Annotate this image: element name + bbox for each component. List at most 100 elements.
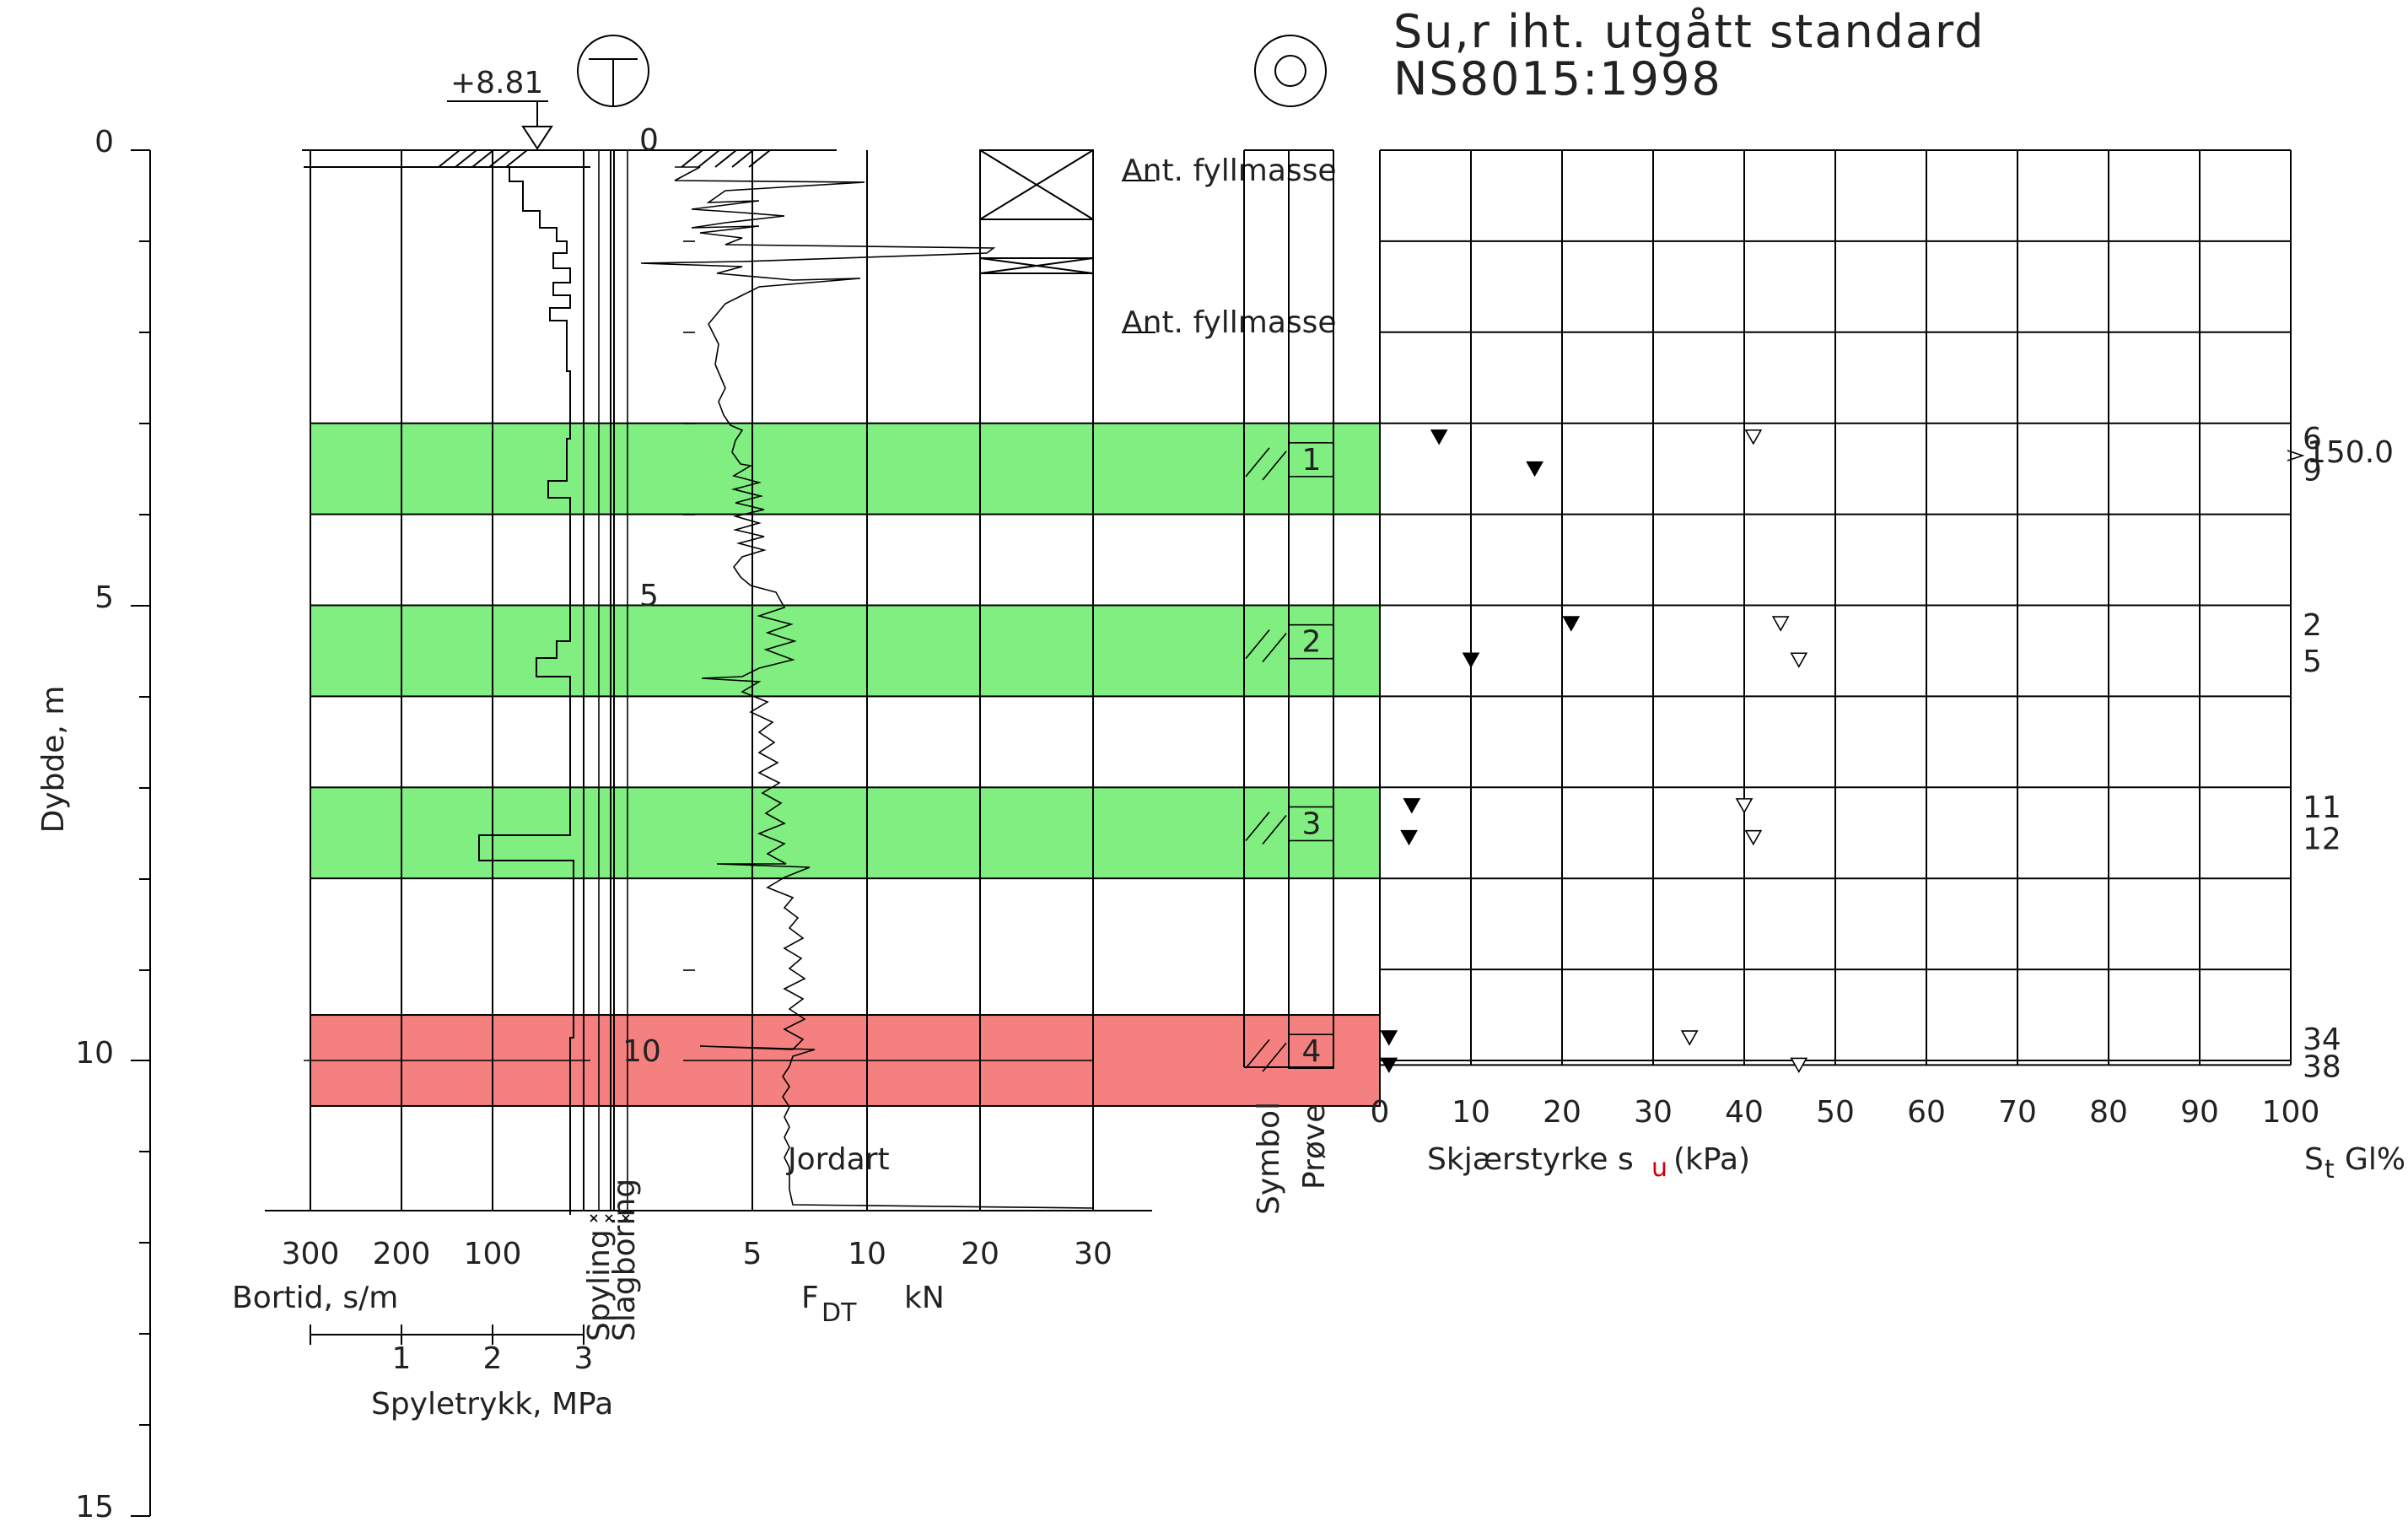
shear-axis-label: Skjærstyrke s xyxy=(1427,1142,1634,1177)
sample-band-2 xyxy=(310,604,1381,698)
fill-symbol-box xyxy=(979,149,1094,220)
bortid-axis-label: Bortid, s/m xyxy=(232,1281,398,1315)
sample-symbol-3 xyxy=(1245,811,1287,844)
title-line-1: Su,r iht. utgått standard xyxy=(1393,5,1985,58)
sensitivity-value-4: 11 xyxy=(2303,790,2341,825)
sensitivity-value-6: 34 xyxy=(2303,1022,2341,1057)
shear-tick-0: 0 xyxy=(1371,1095,1390,1130)
sample-symbol-4 xyxy=(1245,1039,1287,1072)
shear-point-su-0 xyxy=(1744,429,1763,445)
shear-point-sur-2 xyxy=(1562,616,1581,632)
sensitivity-value-7: 38 xyxy=(2303,1049,2341,1084)
sensitivity-value-2: 2 xyxy=(2303,608,2322,643)
fdt-axis-unit: kN xyxy=(904,1281,945,1315)
shear-tick-20: 20 xyxy=(1543,1095,1581,1130)
inline-depth-5: 5 xyxy=(639,579,659,613)
fdt-axis-sub: DT xyxy=(822,1298,857,1328)
sensitivity-value-5: 12 xyxy=(2303,823,2341,857)
sample-number-3: 3 xyxy=(1302,807,1322,841)
bortid-tick-200: 200 xyxy=(373,1237,431,1271)
sample-markers: 1 2 3 4 xyxy=(1245,442,1334,1072)
shear-point-su-2 xyxy=(1790,652,1808,668)
fdt-tick-5: 5 xyxy=(743,1237,762,1271)
sensitivity-value-1: 9 xyxy=(2303,454,2322,488)
elevation-label: +8.81 xyxy=(450,66,543,100)
spyletrykk-axis-label: Spyletrykk, MPa xyxy=(371,1387,613,1422)
sample-number-4: 4 xyxy=(1302,1034,1322,1069)
sample-band-3 xyxy=(310,786,1381,880)
sample-band-1 xyxy=(310,422,1381,515)
shear-point-sur-7 xyxy=(1380,1057,1398,1074)
spyling-label: Spyling xyxy=(582,1229,617,1341)
fill-label-1: Ant. fyllmasse xyxy=(1122,154,1337,188)
side-value: 150.0 xyxy=(2307,435,2394,470)
sample-bands xyxy=(310,422,1381,1107)
shear-tick-80: 80 xyxy=(2089,1095,2128,1130)
bortid-curve xyxy=(310,150,574,1215)
inline-depth-0: 0 xyxy=(639,123,659,158)
sample-box-4 xyxy=(1288,1033,1334,1070)
sensitivity-value-3: 5 xyxy=(2303,645,2322,679)
shear-point-su-1 xyxy=(1771,616,1790,632)
shear-tick-100: 100 xyxy=(2262,1095,2320,1130)
shear-point-sur-1 xyxy=(1526,461,1543,478)
depth-tick-15: 15 xyxy=(75,1490,114,1523)
sample-number-2: 2 xyxy=(1302,625,1322,660)
shear-tick-90: 90 xyxy=(2180,1095,2219,1130)
jordart-column: Ant. fyllmasse Ant. fyllmasse Jordart xyxy=(786,149,1337,1177)
shear-tick-50: 50 xyxy=(1816,1095,1855,1130)
fdt-tick-10: 10 xyxy=(848,1237,886,1271)
shear-point-su-6 xyxy=(1790,1057,1808,1074)
depth-axis-label: Dybde, m xyxy=(36,686,71,834)
shear-point-su-5 xyxy=(1680,1030,1699,1046)
shear-tick-70: 70 xyxy=(1998,1095,2037,1130)
slagboring-label: Slagboring xyxy=(607,1179,642,1341)
fdt-curve xyxy=(640,166,1094,1209)
prove-column-label: Prøve xyxy=(1297,1104,1332,1190)
shear-point-sur-0 xyxy=(1430,429,1448,445)
depth-tick-0: 0 xyxy=(94,125,114,159)
vane-test-symbol xyxy=(1254,35,1327,107)
shear-strength-points xyxy=(1380,429,1808,1074)
sample-box-3 xyxy=(1288,806,1334,842)
shear-tick-60: 60 xyxy=(1907,1095,1946,1130)
shear-strength-grid: 0 10 20 30 40 50 60 70 80 90 100 xyxy=(1371,149,2320,1130)
bortid-tick-300: 300 xyxy=(282,1237,340,1271)
shear-axis-sub: u xyxy=(1651,1153,1667,1183)
shear-tick-40: 40 xyxy=(1725,1095,1764,1130)
spyletrykk-tick-3: 3 xyxy=(574,1341,594,1376)
spyletrykk-tick-2: 2 xyxy=(483,1341,503,1376)
bortid-tick-100: 100 xyxy=(464,1237,522,1271)
sample-box-1 xyxy=(1288,442,1334,478)
fdt-tick-30: 30 xyxy=(1074,1237,1112,1271)
shear-point-su-3 xyxy=(1735,798,1753,814)
shear-point-su-4 xyxy=(1744,829,1763,846)
sounding-panel: +8.81 0 5 10 xyxy=(265,35,1152,1222)
symbol-column-label: Symbol xyxy=(1252,1102,1286,1215)
shear-point-sur-5 xyxy=(1400,829,1418,846)
sample-box-2 xyxy=(1288,623,1334,660)
fdt-axis-label: F xyxy=(801,1281,819,1315)
inline-depth-10: 10 xyxy=(622,1034,661,1069)
fdt-tick-20: 20 xyxy=(961,1237,999,1271)
sample-columns: Symbol Prøve 1 2 3 4 xyxy=(1243,149,1334,1215)
spyletrykk-tick-1: 1 xyxy=(392,1341,412,1376)
sample-number-1: 1 xyxy=(1302,443,1322,478)
shear-point-sur-6 xyxy=(1380,1030,1398,1046)
depth-tick-10: 10 xyxy=(75,1036,114,1071)
sample-symbol-2 xyxy=(1245,629,1287,663)
shear-axis-unit: (kPa) xyxy=(1673,1142,1750,1177)
shear-point-sur-3 xyxy=(1462,652,1480,668)
depth-axis: 0 5 10 15 Dybde, m xyxy=(36,125,151,1524)
jordart-header: Jordart xyxy=(786,1142,890,1177)
title-line-2: NS8015:1998 xyxy=(1393,52,1722,105)
shear-point-sur-4 xyxy=(1403,798,1421,814)
fill-label-2: Ant. fyllmasse xyxy=(1122,305,1337,340)
bottom-axes: 300 200 100 Bortid, s/m 1 2 3 Spyletrykk… xyxy=(232,1142,2405,1422)
st-label: S xyxy=(2304,1142,2324,1177)
sensitivity-value-0: 6 xyxy=(2303,422,2322,456)
depth-tick-5: 5 xyxy=(94,580,114,615)
